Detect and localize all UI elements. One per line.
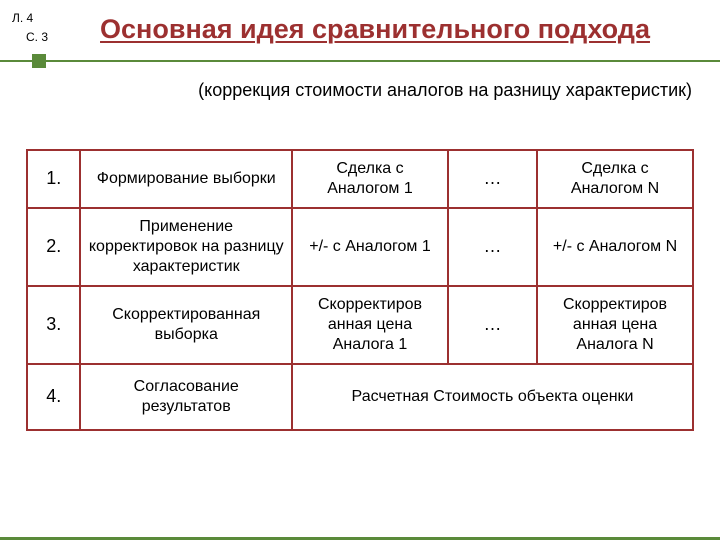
row-analogN: +/- с Аналогом N <box>537 208 693 286</box>
row-analog1: Скорректиров анная цена Аналога 1 <box>292 286 448 364</box>
divider-line <box>0 60 720 62</box>
page-indicator: Л. 4 С. 3 <box>0 10 60 46</box>
row-analogN: Сделка с Аналогом N <box>537 150 693 208</box>
row-number: 4. <box>27 364 80 430</box>
divider-box-icon <box>32 54 46 68</box>
row-analogN: Скорректиров анная цена Аналога N <box>537 286 693 364</box>
comparison-table: 1. Формирование выборки Сделка с Аналого… <box>26 149 694 431</box>
row-number: 1. <box>27 150 80 208</box>
row-number: 3. <box>27 286 80 364</box>
row-analog1: Сделка с Аналогом 1 <box>292 150 448 208</box>
row-final-result: Расчетная Стоимость объекта оценки <box>292 364 693 430</box>
row-desc: Согласование результатов <box>80 364 292 430</box>
row-dots: … <box>448 286 537 364</box>
row-desc: Формирование выборки <box>80 150 292 208</box>
page-indicator-line1: Л. 4 <box>12 10 60 27</box>
table-row: 4. Согласование результатов Расчетная Ст… <box>27 364 693 430</box>
page-indicator-line2: С. 3 <box>12 29 60 46</box>
row-analog1: +/- с Аналогом 1 <box>292 208 448 286</box>
table-row: 1. Формирование выборки Сделка с Аналого… <box>27 150 693 208</box>
row-number: 2. <box>27 208 80 286</box>
row-desc: Применение корректировок на разницу хара… <box>80 208 292 286</box>
row-desc: Скорректированная выборка <box>80 286 292 364</box>
row-dots: … <box>448 208 537 286</box>
header-section: Л. 4 С. 3 Основная идея сравнительного п… <box>0 0 720 46</box>
table-row: 2. Применение корректировок на разницу х… <box>27 208 693 286</box>
subtitle: (коррекция стоимости аналогов на разницу… <box>0 68 720 101</box>
page-title: Основная идея сравнительного подхода <box>60 10 720 45</box>
row-dots: … <box>448 150 537 208</box>
divider <box>0 54 720 68</box>
table-row: 3. Скорректированная выборка Скорректиро… <box>27 286 693 364</box>
